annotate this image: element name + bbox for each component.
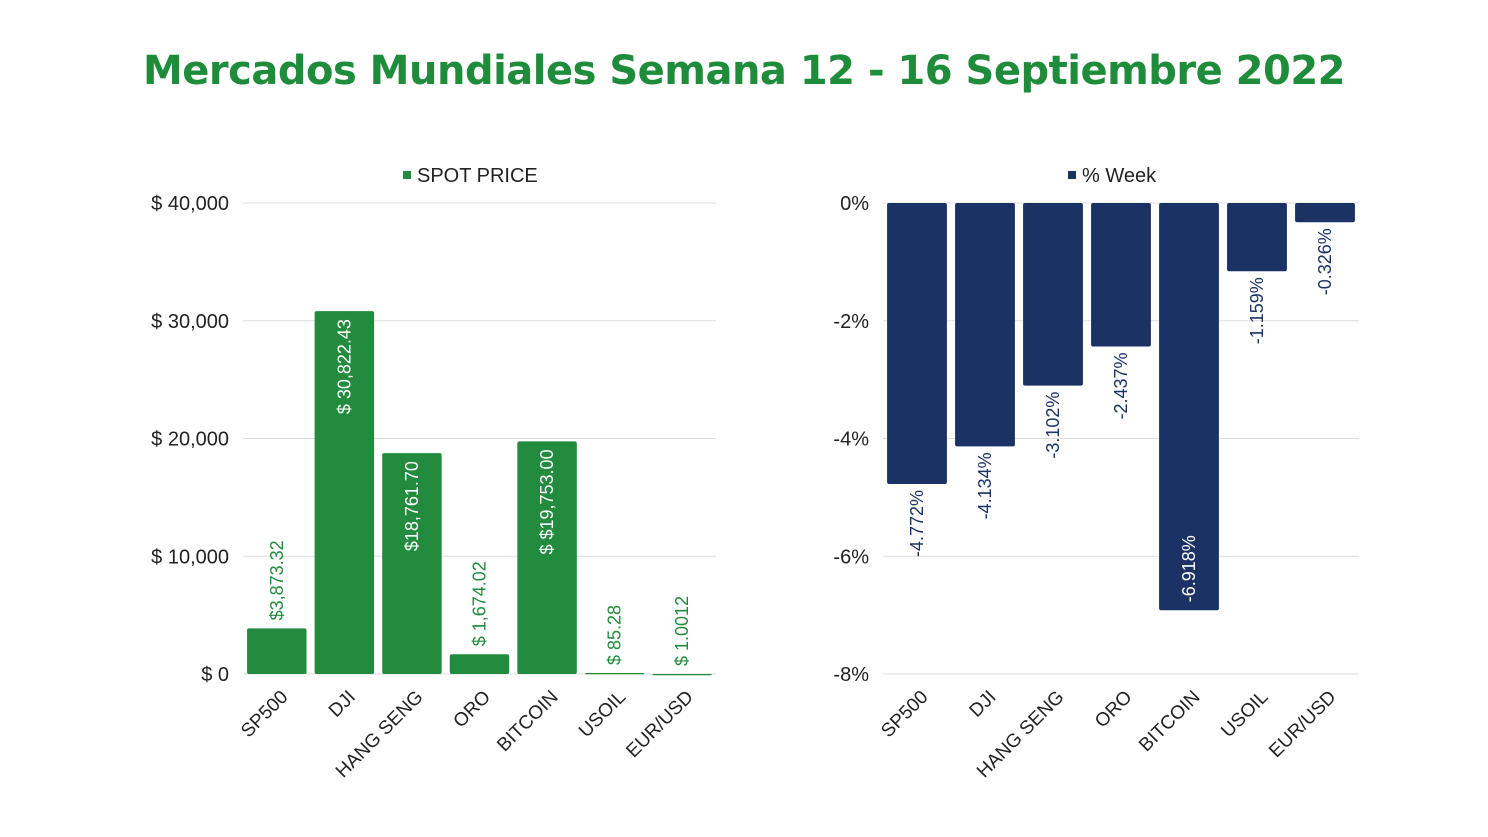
data-label-hang-seng: -3.102% [1043, 392, 1063, 459]
data-label-eur-usd: $ 1.0012 [672, 596, 692, 666]
x-tick-label-bitcoin: BITCOIN [1135, 687, 1204, 756]
x-tick-label-usoil: USOIL [1217, 687, 1272, 742]
bar-usoil [1227, 203, 1287, 272]
bar-oro [1091, 203, 1151, 347]
legend-swatch [1068, 171, 1076, 179]
y-tick-label: -2% [833, 311, 869, 333]
data-label-eur-usd: -0.326% [1315, 228, 1335, 295]
legend-label: SPOT PRICE [417, 165, 538, 187]
y-tick-label: -8% [833, 664, 869, 686]
y-tick-label: 0% [840, 193, 869, 215]
bar-sp500 [887, 203, 947, 484]
data-label-oro: -2.437% [1111, 352, 1131, 419]
bar-hang-seng [1023, 203, 1083, 386]
y-tick-label: $ 0 [201, 664, 229, 686]
y-tick-label: -6% [833, 546, 869, 568]
bar-eur-usd [1295, 203, 1355, 223]
bar-hang-seng [382, 453, 442, 674]
x-tick-label-oro: ORO [1091, 687, 1136, 732]
x-tick-label-usoil: USOIL [575, 687, 630, 742]
bar-eur-usd [652, 673, 712, 676]
bar-usoil [584, 672, 645, 675]
x-tick-label-eur-usd: EUR/USD [1265, 687, 1340, 762]
data-label-dji: $ 30,822.43 [334, 319, 354, 414]
x-tick-label-sp500: SP500 [237, 687, 292, 742]
data-label-bitcoin: -6.918% [1179, 535, 1199, 602]
legend-swatch [403, 171, 411, 179]
data-label-dji: -4.134% [975, 452, 995, 519]
data-label-hang-seng: $18,761.70 [402, 461, 422, 551]
legend-label: % Week [1082, 165, 1157, 187]
spot-price-chart: SPOT PRICE $ 0 $ 10,000 $ 20,000 $ 30,000 $ 4… [151, 165, 716, 782]
y-tick-label: $ 20,000 [151, 429, 229, 451]
x-tick-label-dji: DJI [325, 687, 360, 722]
x-tick-label-bitcoin: BITCOIN [493, 687, 562, 756]
week-change-chart: % Week 0% -2% -4% -6% -8% -4.772% SP500 -4.134% D… [833, 165, 1359, 782]
data-label-bitcoin: $ $19,753.00 [537, 449, 557, 554]
bar-dji [314, 311, 375, 674]
data-label-usoil: $ 85.28 [605, 605, 625, 665]
x-tick-label-dji: DJI [966, 687, 1001, 722]
bar-bitcoin [1159, 203, 1219, 611]
bar-dji [955, 203, 1015, 447]
data-label-oro: $ 1,674.02 [470, 561, 490, 646]
page-title: Mercados Mundiales Semana 12 - 16 Septie… [142, 48, 1346, 94]
bar-sp500 [247, 628, 307, 674]
x-tick-label-sp500: SP500 [877, 687, 932, 742]
bar-oro [449, 654, 510, 674]
y-tick-label: $ 10,000 [151, 546, 229, 568]
data-label-sp500: -4.772% [907, 490, 927, 557]
data-label-usoil: -1.159% [1247, 277, 1267, 344]
y-tick-label: $ 40,000 [151, 193, 229, 215]
x-tick-label-eur-usd: EUR/USD [622, 687, 697, 762]
bar-bitcoin [517, 441, 577, 674]
y-tick-label: $ 30,000 [151, 311, 229, 333]
y-tick-label: -4% [833, 429, 869, 451]
data-label-sp500: $3,873.32 [267, 540, 287, 620]
x-tick-label-oro: ORO [450, 687, 495, 732]
